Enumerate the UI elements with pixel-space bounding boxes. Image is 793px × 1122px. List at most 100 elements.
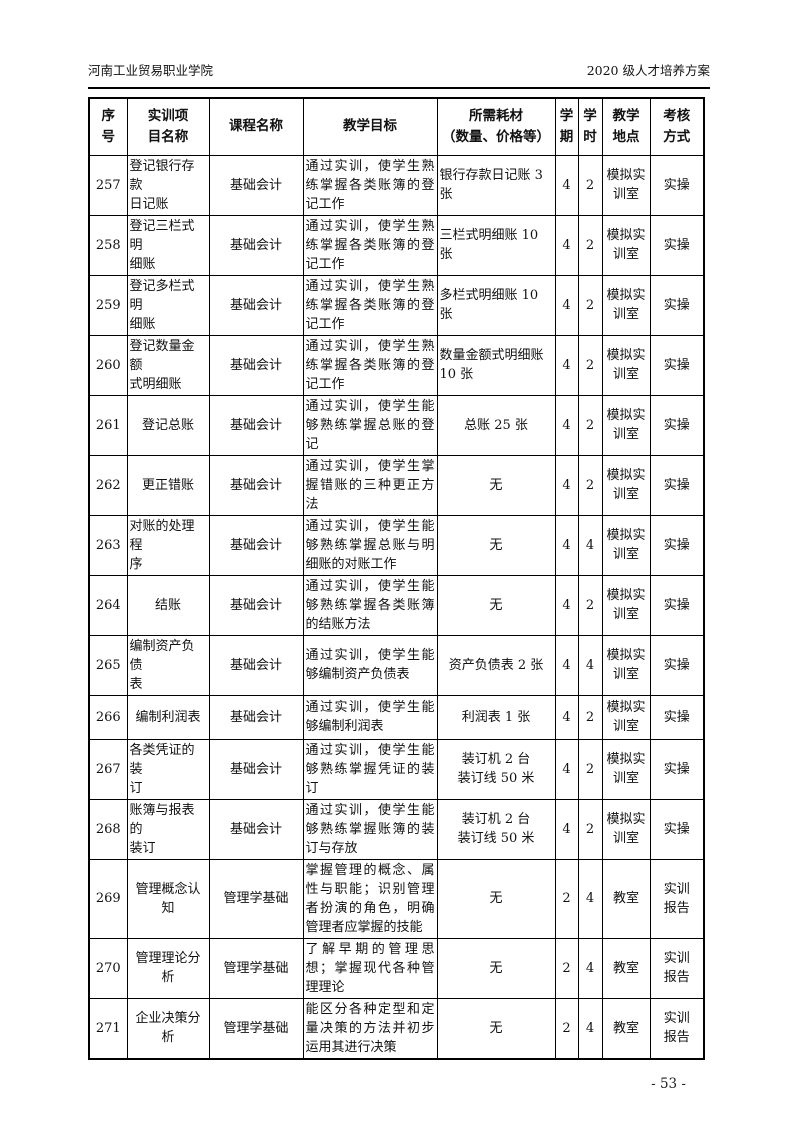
cell-course: 基础会计 [208, 394, 304, 456]
cell-semester: 2 [554, 937, 579, 999]
cell-goal: 通过实训，使学生能够编制资产负债表 [302, 634, 438, 696]
cell-project: 企业决策分析 [126, 997, 210, 1059]
cell-location: 模拟实 训室 [601, 798, 651, 860]
cell-no: 263 [88, 514, 128, 576]
cell-semester: 2 [554, 858, 579, 939]
cell-assessment: 实训 报告 [649, 937, 705, 999]
cell-location: 模拟实 训室 [601, 334, 651, 396]
cell-no: 269 [88, 858, 128, 939]
cell-project: 登记银行存款 日记账 [126, 154, 210, 216]
cell-consumables: 无 [436, 937, 556, 999]
column-header-no: 序 号 [88, 97, 128, 156]
cell-assessment: 实训 报告 [649, 997, 705, 1059]
cell-hours: 4 [577, 514, 603, 576]
cell-project: 更正错账 [126, 454, 210, 516]
training-projects-table: 序 号 实训项 目名称 课程名称 教学目标 所需耗材 （数量、价格等） 学 期 … [88, 96, 705, 1060]
cell-assessment: 实操 [649, 154, 705, 216]
cell-semester: 4 [554, 154, 579, 216]
cell-no: 268 [88, 798, 128, 860]
column-header-consumables: 所需耗材 （数量、价格等） [436, 97, 556, 156]
table-row: 265 编制资产负债 表基础会计 通过实训，使学生能够编制资产负债表 资产负债表 2 … [88, 634, 705, 696]
cell-consumables: 资产负债表 2 张 [436, 634, 556, 696]
cell-assessment: 实操 [649, 274, 705, 336]
cell-hours: 2 [577, 454, 603, 516]
cell-goal: 通过实训，使学生能够熟练掌握总账与明细账的对账工作 [302, 514, 438, 576]
cell-project: 管理概念认知 [126, 858, 210, 939]
cell-hours: 2 [577, 394, 603, 456]
cell-assessment: 实操 [649, 394, 705, 456]
cell-consumables: 总账 25 张 [436, 394, 556, 456]
cell-no: 267 [88, 738, 128, 800]
cell-hours: 2 [577, 154, 603, 216]
cell-assessment: 实操 [649, 514, 705, 576]
cell-consumables: 装订机 2 台 装订线 50 米 [436, 738, 556, 800]
cell-location: 模拟实 训室 [601, 154, 651, 216]
cell-project: 登记三栏式明 细账 [126, 214, 210, 276]
cell-project: 结账 [126, 574, 210, 636]
cell-no: 262 [88, 454, 128, 516]
table-row: 262 更正错账 基础会计 通过实训，使学生掌握错账的三种更正方法无 4 2 模拟实 训室实… [88, 454, 705, 516]
cell-consumables: 无 [436, 858, 556, 939]
column-header-location: 教学 地点 [601, 97, 651, 156]
cell-no: 257 [88, 154, 128, 216]
cell-location: 模拟实 训室 [601, 394, 651, 456]
cell-location: 模拟实 训室 [601, 634, 651, 696]
table-row: 263 对账的处理程 序基础会计 通过实训，使学生能够熟练掌握总账与明细账的对账工作… [88, 514, 705, 576]
cell-assessment: 实操 [649, 634, 705, 696]
cell-consumables: 利润表 1 张 [436, 694, 556, 740]
cell-assessment: 实操 [649, 214, 705, 276]
table-header-row: 序 号 实训项 目名称 课程名称 教学目标 所需耗材 （数量、价格等） 学 期 … [88, 97, 705, 156]
cell-consumables: 无 [436, 997, 556, 1059]
cell-assessment: 实操 [649, 694, 705, 740]
cell-goal: 了解早期的管理思想；掌握现代各种管理理论 [302, 937, 438, 999]
cell-location: 教室 [601, 858, 651, 939]
cell-goal: 通过实训，使学生能够熟练掌握凭证的装订 [302, 738, 438, 800]
cell-no: 259 [88, 274, 128, 336]
cell-hours: 2 [577, 694, 603, 740]
table-row: 268 账簿与报表的 装订 基础会计 通过实训，使学生能够熟练掌握账簿的装订与存放 装订… [88, 798, 705, 860]
cell-semester: 4 [554, 394, 579, 456]
cell-hours: 4 [577, 937, 603, 999]
column-header-hours: 学 时 [577, 97, 603, 156]
cell-consumables: 装订机 2 台 装订线 50 米 [436, 798, 556, 860]
cell-no: 266 [88, 694, 128, 740]
cell-course: 基础会计 [208, 154, 304, 216]
cell-location: 教室 [601, 997, 651, 1059]
cell-semester: 4 [554, 334, 579, 396]
cell-semester: 4 [554, 214, 579, 276]
cell-goal: 通过实训，使学生掌握错账的三种更正方法 [302, 454, 438, 516]
cell-course: 基础会计 [208, 514, 304, 576]
cell-course: 管理学基础 [208, 937, 304, 999]
cell-no: 258 [88, 214, 128, 276]
column-header-course: 课程名称 [208, 97, 304, 156]
cell-no: 271 [88, 997, 128, 1059]
cell-goal: 掌握管理的概念、属性与职能；识别管理者扮演的角色，明确管理者应掌握的技能 [302, 858, 438, 939]
table-row: 270 管理理论分析 管理学基础 了解早期的管理思想；掌握现代各种管理理论无 2 4 教室实… [88, 937, 705, 999]
cell-consumables: 多栏式明细账 10 张 [436, 274, 556, 336]
cell-project: 各类凭证的装 订 [126, 738, 210, 800]
table-row: 266 编制利润表 基础会计 通过实训，使学生能够编制利润表 利润表 1 张 4 2 模拟实 … [88, 694, 705, 740]
cell-consumables: 数量金额式明细账 10 张 [436, 334, 556, 396]
table-row: 258 登记三栏式明 细账 基础会计 通过实训，使学生熟练掌握各类账簿的登记工作 三栏式… [88, 214, 705, 276]
cell-semester: 4 [554, 514, 579, 576]
cell-location: 模拟实 训室 [601, 738, 651, 800]
cell-assessment: 实操 [649, 454, 705, 516]
cell-course: 基础会计 [208, 274, 304, 336]
cell-location: 模拟实 训室 [601, 454, 651, 516]
cell-no: 260 [88, 334, 128, 396]
cell-project: 登记多栏式明 细账 [126, 274, 210, 336]
cell-hours: 4 [577, 858, 603, 939]
cell-goal: 通过实训，使学生熟练掌握各类账簿的登记工作 [302, 334, 438, 396]
cell-assessment: 实操 [649, 738, 705, 800]
cell-course: 管理学基础 [208, 858, 304, 939]
cell-goal: 通过实训，使学生熟练掌握各类账簿的登记工作 [302, 214, 438, 276]
table-row: 264 结账 基础会计 通过实训，使学生能够熟练掌握各类账簿的结账方法无 4 2 模拟实 训… [88, 574, 705, 636]
cell-goal: 通过实训，使学生能够熟练掌握总账的登记 [302, 394, 438, 456]
cell-project: 账簿与报表的 装订 [126, 798, 210, 860]
cell-course: 基础会计 [208, 738, 304, 800]
cell-no: 264 [88, 574, 128, 636]
column-header-project: 实训项 目名称 [126, 97, 210, 156]
cell-hours: 2 [577, 214, 603, 276]
table-row: 257 登记银行存款 日记账 基础会计 通过实训，使学生熟练掌握各类账簿的登记工作 银行… [88, 154, 705, 216]
